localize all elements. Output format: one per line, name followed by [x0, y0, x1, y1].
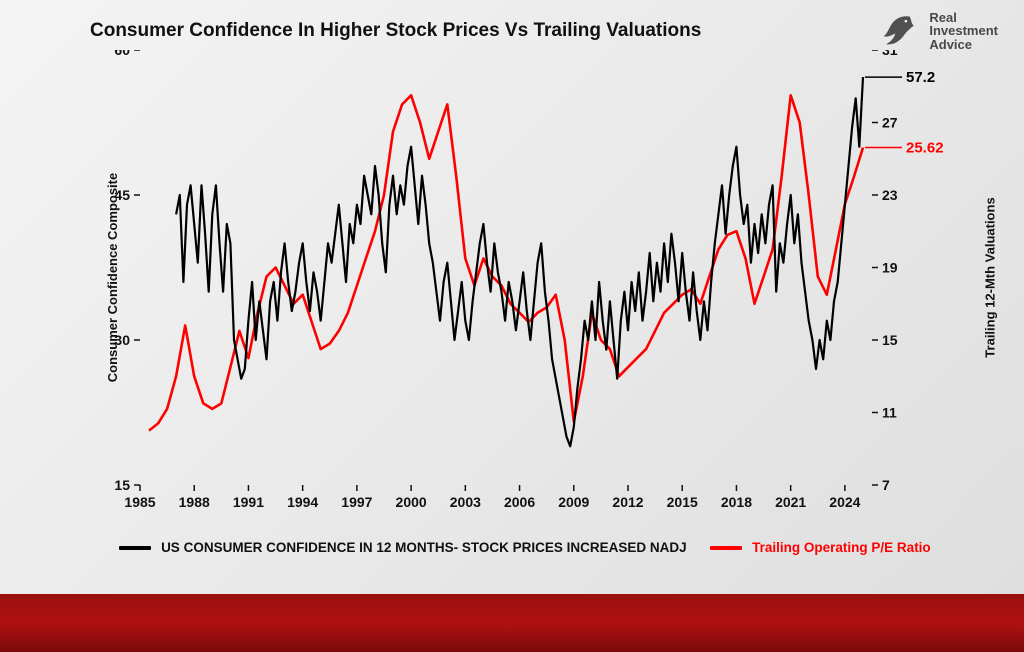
svg-text:2006: 2006 [504, 494, 535, 510]
svg-text:11: 11 [882, 405, 897, 421]
legend-label-confidence: US CONSUMER CONFIDENCE IN 12 MONTHS- STO… [161, 540, 687, 555]
svg-text:1985: 1985 [124, 494, 155, 510]
svg-text:23: 23 [882, 187, 898, 203]
y-right-axis-label: Trailing 12-Mth Valuations [982, 197, 997, 357]
svg-text:57.2: 57.2 [906, 69, 935, 86]
svg-text:2018: 2018 [721, 494, 752, 510]
svg-text:31: 31 [882, 50, 898, 58]
svg-text:45: 45 [114, 187, 130, 203]
svg-text:15: 15 [882, 332, 898, 348]
svg-text:2015: 2015 [667, 494, 698, 510]
svg-text:2009: 2009 [558, 494, 589, 510]
eagle-icon [877, 10, 919, 52]
svg-text:60: 60 [114, 50, 130, 58]
svg-text:2021: 2021 [775, 494, 806, 510]
chart-title: Consumer Confidence In Higher Stock Pric… [90, 20, 701, 42]
brand-logo: Real Investment Advice [877, 10, 998, 52]
chart-area: 15 30 45 60 7 11 15 19 23 27 31 1985 1988 1991 1994 199… [80, 50, 950, 535]
legend: US CONSUMER CONFIDENCE IN 12 MONTHS- STO… [80, 540, 950, 555]
svg-text:2003: 2003 [450, 494, 481, 510]
legend-label-pe: Trailing Operating P/E Ratio [752, 540, 931, 555]
chart-svg: 15 30 45 60 7 11 15 19 23 27 31 1985 1988 1991 1994 199… [80, 50, 950, 540]
svg-text:1991: 1991 [233, 494, 264, 510]
svg-text:1994: 1994 [287, 494, 318, 510]
svg-text:30: 30 [114, 332, 130, 348]
svg-text:15: 15 [114, 477, 130, 493]
svg-text:2000: 2000 [396, 494, 427, 510]
svg-text:27: 27 [882, 115, 898, 131]
svg-text:1988: 1988 [179, 494, 210, 510]
chart-page: Consumer Confidence In Higher Stock Pric… [0, 0, 1024, 652]
brand-text: Real Investment Advice [929, 11, 998, 52]
svg-text:1997: 1997 [341, 494, 372, 510]
svg-text:25.62: 25.62 [906, 140, 944, 157]
bottom-bar [0, 594, 1024, 652]
brand-line1: Real [929, 11, 998, 25]
svg-text:7: 7 [882, 477, 890, 493]
svg-text:2012: 2012 [612, 494, 643, 510]
legend-swatch-pe [710, 546, 742, 550]
brand-line2: Investment [929, 24, 998, 38]
legend-swatch-confidence [119, 546, 151, 550]
svg-text:19: 19 [882, 260, 898, 276]
svg-text:2024: 2024 [829, 494, 860, 510]
